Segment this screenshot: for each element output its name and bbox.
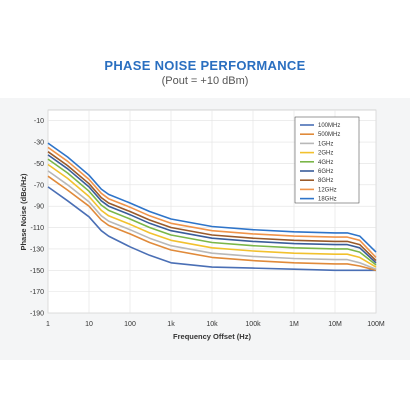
chart-title: PHASE NOISE PERFORMANCE bbox=[104, 58, 306, 73]
x-tick-label: 10 bbox=[85, 321, 93, 328]
x-tick-label: 1 bbox=[46, 321, 50, 328]
x-tick-labels: 1 10 100 1k 10k 100k 1M 10M 100M bbox=[46, 321, 385, 328]
y-tick-label: -90 bbox=[34, 204, 44, 211]
legend-label: 2GHz bbox=[318, 151, 333, 157]
y-tick-label: -130 bbox=[30, 246, 44, 253]
legend-label: 12GHz bbox=[318, 187, 337, 193]
y-tick-label: -50 bbox=[34, 161, 44, 168]
legend-label: 4GHz bbox=[318, 160, 333, 166]
y-axis-label: Phase Noise (dBc/Hz) bbox=[19, 173, 28, 251]
legend-label: 100MHz bbox=[318, 123, 340, 129]
series-line-6ghz bbox=[47, 154, 377, 264]
series-line-100mhz bbox=[47, 186, 376, 272]
y-tick-label: -150 bbox=[30, 268, 44, 275]
series-line-2ghz bbox=[47, 163, 377, 268]
y-tick-label: -110 bbox=[31, 225, 45, 232]
series-line-1ghz bbox=[47, 170, 377, 270]
x-tick-label: 1k bbox=[167, 321, 175, 328]
legend-label: 8GHz bbox=[318, 178, 333, 184]
legend: 100MHz 500MHz 1GHz 2GHz 4GHz 6GHz 8GHz 12GHz 18G… bbox=[294, 116, 360, 204]
legend-label: 1GHz bbox=[318, 141, 333, 147]
series-line-12ghz bbox=[47, 146, 377, 258]
x-axis-label: Frequency Offset (Hz) bbox=[173, 332, 251, 341]
x-tick-label: 10M bbox=[328, 321, 342, 328]
series-lines bbox=[47, 142, 377, 272]
y-tick-label: -30 bbox=[34, 140, 44, 147]
legend-label: 6GHz bbox=[318, 169, 333, 175]
chart-subtitle: (Pout = +10 dBm) bbox=[161, 75, 249, 87]
x-tick-label: 100M bbox=[367, 321, 385, 328]
y-tick-label: -10 bbox=[34, 118, 44, 125]
series-line-4ghz bbox=[47, 158, 377, 266]
y-tick-label: -70 bbox=[34, 182, 44, 189]
x-tick-label: 1M bbox=[289, 321, 299, 328]
series-line-18ghz bbox=[47, 142, 377, 253]
y-tick-label: -170 bbox=[30, 289, 44, 296]
legend-label: 500MHz bbox=[318, 132, 340, 138]
legend-label: 18GHz bbox=[318, 197, 337, 203]
series-line-8ghz bbox=[47, 151, 377, 262]
y-tick-labels: -10 -30 -50 -70 -90 -110 -130 -150 -170 -190 bbox=[30, 118, 44, 317]
x-tick-label: 10k bbox=[206, 321, 218, 328]
x-tick-label: 100k bbox=[245, 321, 261, 328]
x-tick-label: 100 bbox=[124, 321, 136, 328]
y-tick-label: -190 bbox=[30, 311, 44, 318]
series-line-500mhz bbox=[47, 175, 377, 272]
